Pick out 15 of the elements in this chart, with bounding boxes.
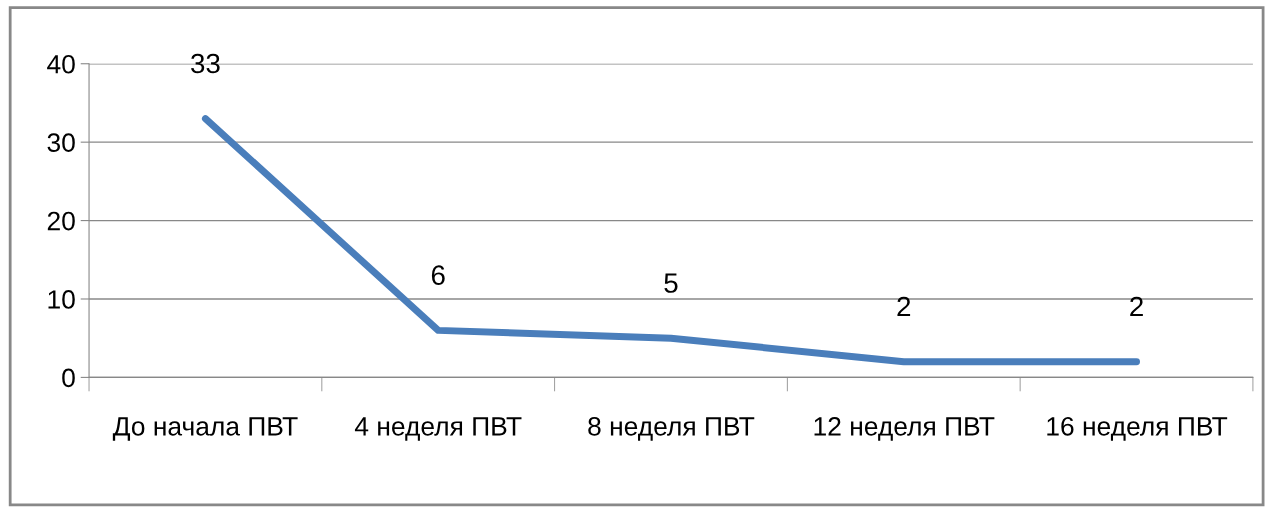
data-label: 33 (191, 53, 220, 74)
x-tick-label: 8 неделя ПВТ (588, 416, 755, 441)
y-tick-label: 30 (47, 133, 75, 152)
data-label: 2 (1130, 296, 1143, 317)
data-label: 2 (897, 296, 911, 317)
data-label: 6 (431, 265, 445, 286)
x-tick-label: До начала ПВТ (112, 417, 298, 441)
y-tick-label: 0 (62, 368, 75, 388)
y-tick-label: 10 (48, 290, 75, 309)
x-tick-label: 4 неделя ПВТ (354, 417, 522, 441)
y-tick-label: 20 (47, 211, 75, 231)
x-tick-label: 16 неделя ПВТ (1047, 416, 1228, 441)
data-label: 5 (664, 273, 678, 293)
y-tick-label: 40 (47, 54, 75, 74)
x-tick-label: 12 неделя ПВТ (814, 416, 995, 441)
